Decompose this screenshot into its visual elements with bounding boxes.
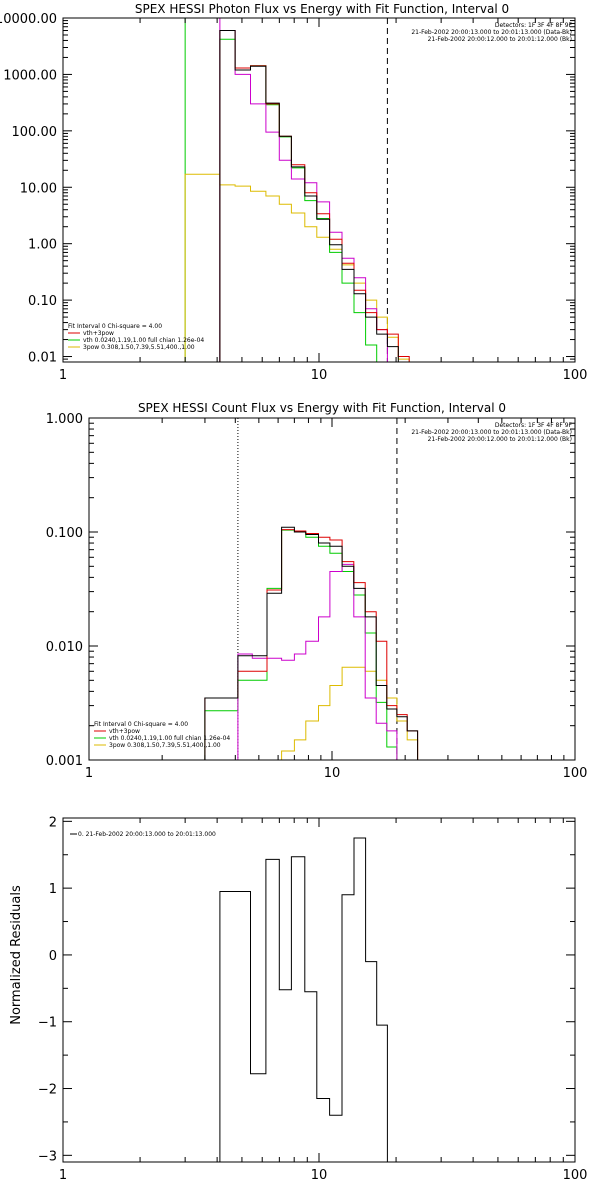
y-tick-label: 1.00 <box>28 238 57 253</box>
thermal-fit-histogram <box>204 529 398 760</box>
legend-text: 0. 21-Feb-2002 20:00:13.000 to 20:01:13.… <box>78 831 216 838</box>
x-tick-label: 1 <box>59 1168 67 1183</box>
y-tick-label: −2 <box>38 1083 57 1098</box>
y-tick-label: 2 <box>49 815 57 830</box>
plot-frame <box>62 17 576 363</box>
background-histogram <box>237 563 398 760</box>
y-tick-label: 10000.00 <box>0 12 57 27</box>
y-tick-label: 10.00 <box>20 181 57 196</box>
x-tick-label: 100 <box>563 368 588 383</box>
panel-title: SPEX HESSI Photon Flux vs Energy with Fi… <box>135 2 509 16</box>
header-line: 21-Feb-2002 20:00:13.000 to 20:01:13.000… <box>411 29 572 36</box>
x-tick-label: 10 <box>324 766 341 781</box>
y-tick-label: 0.10 <box>28 294 57 309</box>
y-tick-label: 1000.00 <box>3 68 57 83</box>
y-tick-label: 0.01 <box>28 351 57 366</box>
y-tick-label: 0.001 <box>46 754 83 769</box>
photon-flux-panel: SPEX HESSI Photon Flux vs Energy with Fi… <box>0 2 587 383</box>
plot-frame <box>88 417 576 761</box>
y-tick-label: 1 <box>49 882 57 897</box>
plot-area <box>184 18 410 362</box>
power-law-fit-histogram <box>184 173 410 362</box>
data-histogram <box>204 526 419 760</box>
y-tick-label: 100.00 <box>12 125 58 140</box>
y-tick-label: −1 <box>38 1016 57 1031</box>
fit-info-line: vth 0.0240,1.19,1.00 full chian 1.26e-04 <box>109 735 230 742</box>
data-histogram <box>219 30 399 362</box>
plot-frame <box>62 817 576 1163</box>
y-tick-label: 1.000 <box>46 412 83 427</box>
fit-info-line: vth+3pow <box>83 330 114 337</box>
plot-area <box>204 418 419 760</box>
y-tick-label: 0 <box>49 949 57 964</box>
x-tick-label: 10 <box>311 368 328 383</box>
header-line: Detectors: 1F 3F 4F 8F 9F <box>495 22 573 29</box>
panel-title: SPEX HESSI Count Flux vs Energy with Fit… <box>138 401 506 415</box>
count-flux-panel: SPEX HESSI Count Flux vs Energy with Fit… <box>46 401 588 781</box>
x-tick-label: 100 <box>563 1168 588 1183</box>
thermal-fit-histogram <box>219 38 378 362</box>
fit-info-line: 3pow 0.308,1.50,7.39,5.51,400.,1.00 <box>83 344 195 351</box>
y-axis-label: Normalized Residuals <box>9 885 24 1025</box>
header-line: 21-Feb-2002 20:00:13.000 to 20:01:13.000… <box>411 429 572 436</box>
x-tick-label: 1 <box>85 766 93 781</box>
total-fit-histogram <box>204 529 419 760</box>
y-tick-label: 0.100 <box>46 526 83 541</box>
fit-info-line: vth 0.0240,1.19,1.00 full chian 1.26e-04 <box>83 337 204 344</box>
header-line: Detectors: 1F 3F 4F 8F 9F <box>495 422 573 429</box>
header-line: 21-Feb-2002 20:00:12.000 to 20:01:12.000… <box>428 36 572 43</box>
fit-info-line: Fit Interval 0 Chi-square = 4.00 <box>94 721 188 728</box>
y-tick-label: 0.010 <box>46 640 83 655</box>
y-tick-label: −3 <box>38 1149 57 1164</box>
fit-info-line: 3pow 0.308,1.50,7.39,5.51,400.,1.00 <box>109 742 221 749</box>
plot-area <box>219 837 388 1162</box>
x-tick-label: 10 <box>311 1168 328 1183</box>
fit-info-line: vth+3pow <box>109 728 140 735</box>
x-tick-label: 100 <box>563 766 588 781</box>
power-law-fit-histogram <box>267 666 419 760</box>
header-line: 21-Feb-2002 20:00:12.000 to 20:01:12.000… <box>428 436 572 443</box>
residuals-panel: Normalized Residuals 0. 21-Feb-2002 20:0… <box>9 815 587 1183</box>
data-histogram <box>219 837 388 1162</box>
fit-info-line: Fit Interval 0 Chi-square = 4.00 <box>68 323 162 330</box>
x-tick-label: 1 <box>59 368 67 383</box>
